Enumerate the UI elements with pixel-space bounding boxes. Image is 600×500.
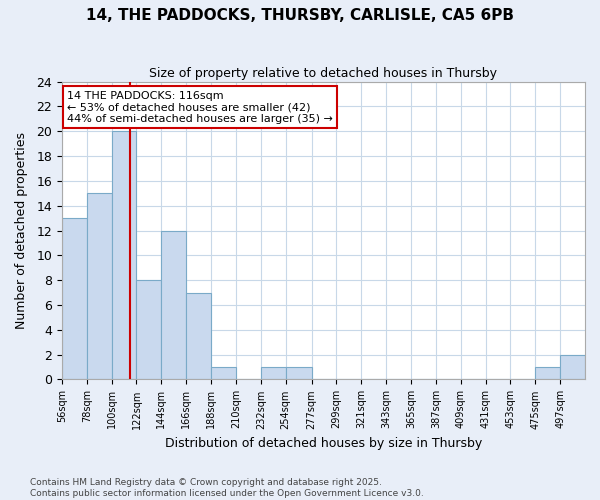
Title: Size of property relative to detached houses in Thursby: Size of property relative to detached ho… bbox=[149, 68, 497, 80]
Bar bbox=[62, 218, 87, 380]
Text: 14 THE PADDOCKS: 116sqm
← 53% of detached houses are smaller (42)
44% of semi-de: 14 THE PADDOCKS: 116sqm ← 53% of detache… bbox=[67, 90, 333, 124]
Y-axis label: Number of detached properties: Number of detached properties bbox=[15, 132, 28, 329]
Bar bbox=[136, 280, 161, 380]
Bar bbox=[560, 354, 585, 380]
Bar bbox=[261, 367, 286, 380]
Bar bbox=[112, 132, 136, 380]
Bar bbox=[161, 230, 186, 380]
Bar bbox=[535, 367, 560, 380]
Text: Contains HM Land Registry data © Crown copyright and database right 2025.
Contai: Contains HM Land Registry data © Crown c… bbox=[30, 478, 424, 498]
X-axis label: Distribution of detached houses by size in Thursby: Distribution of detached houses by size … bbox=[165, 437, 482, 450]
Bar bbox=[186, 292, 211, 380]
Text: 14, THE PADDOCKS, THURSBY, CARLISLE, CA5 6PB: 14, THE PADDOCKS, THURSBY, CARLISLE, CA5… bbox=[86, 8, 514, 22]
Bar bbox=[87, 194, 112, 380]
Bar bbox=[211, 367, 236, 380]
Bar bbox=[286, 367, 311, 380]
